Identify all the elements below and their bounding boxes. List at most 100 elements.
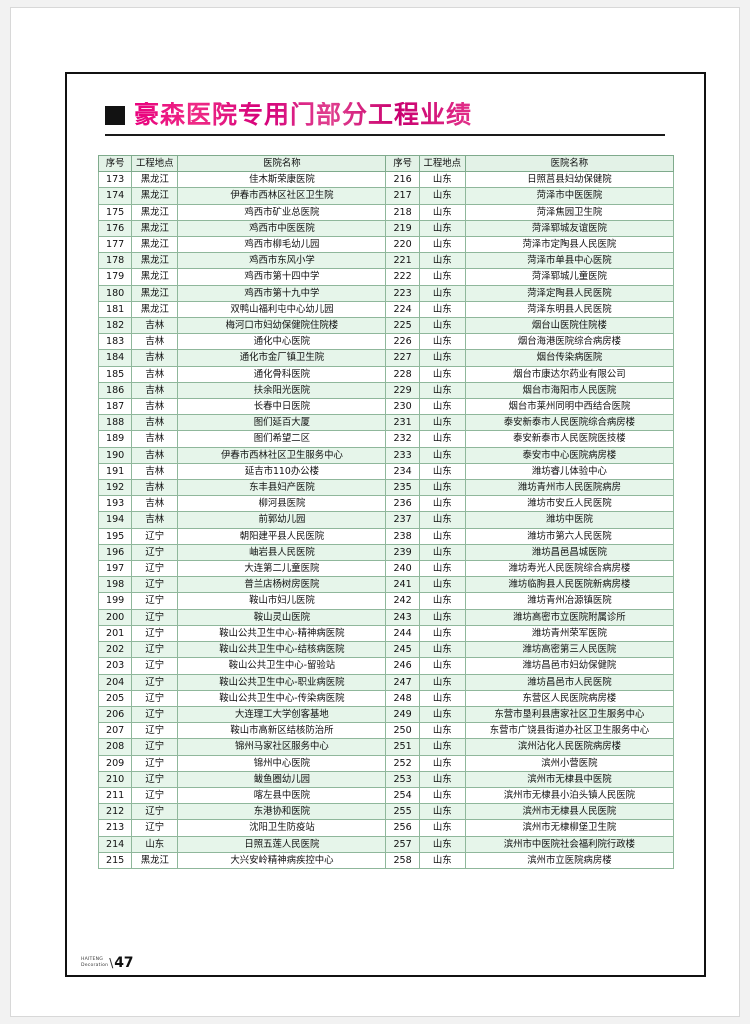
cell-hospital-left: 佳木斯荣康医院 xyxy=(177,171,387,189)
table-row: 211 辽宁 喀左县中医院 254 山东 滨州市无棣县小泊头镇人民医院 xyxy=(97,786,675,805)
cell-location-right: 山东 xyxy=(418,381,466,400)
cell-no-right: 242 xyxy=(385,592,420,610)
cell-no-right: 229 xyxy=(385,381,420,400)
cell-hospital-left: 鸡西市第十九中学 xyxy=(177,284,387,302)
cell-no-right: 230 xyxy=(385,398,420,416)
table-row: 196 辽宁 岫岩县人民医院 239 山东 潍坊昌邑昌城医院 xyxy=(97,543,675,562)
cell-hospital-left: 大连理工大学创客基地 xyxy=(177,705,387,724)
table-row: 209 辽宁 锦州中心医院 252 山东 滨州小营医院 xyxy=(97,754,675,772)
cell-no-right: 248 xyxy=(385,689,420,707)
cell-hospital-right: 烟台传染病医院 xyxy=(464,349,675,367)
table-row: 194 吉林 前郭幼儿园 237 山东 潍坊中医院 xyxy=(97,511,675,529)
cell-no-left: 202 xyxy=(97,641,133,659)
cell-location-right: 山东 xyxy=(418,284,466,302)
cell-location-left: 黑龙江 xyxy=(131,219,179,238)
cell-no-left: 209 xyxy=(97,754,133,772)
cell-hospital-right: 潍坊睿儿体验中心 xyxy=(464,462,675,481)
table-row: 180 黑龙江 鸡西市第十九中学 223 山东 菏泽定陶县人民医院 xyxy=(97,284,675,302)
table-row: 198 辽宁 普兰店杨树房医院 241 山东 潍坊临朐县人民医院新病房楼 xyxy=(97,576,675,594)
cell-location-left: 辽宁 xyxy=(131,624,179,643)
cell-location-right: 山东 xyxy=(418,349,466,367)
cell-no-right: 221 xyxy=(385,252,420,270)
table-row: 191 吉林 延吉市110办公楼 234 山东 潍坊睿儿体验中心 xyxy=(97,462,675,481)
table-row: 205 辽宁 鞍山公共卫生中心-传染病医院 248 山东 东营区人民医院病房楼 xyxy=(97,689,675,707)
cell-hospital-left: 鞍山公共卫生中心-精神病医院 xyxy=(177,624,387,643)
cell-hospital-right: 烟台市莱州同明中西结合医院 xyxy=(464,398,675,416)
page-footer: HAITENG Decoration \ 47 xyxy=(81,955,133,971)
cell-hospital-right: 东营市垦利县唐家社区卫生服务中心 xyxy=(464,705,675,724)
cell-hospital-left: 前郭幼儿园 xyxy=(177,511,387,529)
col-header-name-left: 医院名称 xyxy=(177,154,387,173)
table-row: 212 辽宁 东港协和医院 255 山东 滨州市无棣县人民医院 xyxy=(97,803,675,821)
cell-hospital-left: 朝阳建平县人民医院 xyxy=(177,527,387,545)
cell-hospital-left: 鸡西市第十四中学 xyxy=(177,268,387,286)
cell-location-left: 黑龙江 xyxy=(131,252,179,270)
cell-hospital-left: 扶余阳光医院 xyxy=(177,381,387,400)
cell-no-left: 183 xyxy=(97,333,133,351)
cell-hospital-left: 锦州中心医院 xyxy=(177,754,387,772)
cell-no-left: 193 xyxy=(97,495,133,513)
cell-no-left: 206 xyxy=(97,705,133,724)
cell-no-right: 231 xyxy=(385,414,420,432)
cell-location-left: 黑龙江 xyxy=(131,284,179,302)
cell-no-left: 191 xyxy=(97,462,133,481)
cell-hospital-right: 菏泽郓城儿童医院 xyxy=(464,268,675,286)
cell-no-right: 255 xyxy=(385,803,420,821)
cell-hospital-right: 烟台山医院住院楼 xyxy=(464,317,675,335)
cell-location-right: 山东 xyxy=(418,268,466,286)
cell-location-left: 辽宁 xyxy=(131,786,179,805)
cell-no-left: 180 xyxy=(97,284,133,302)
cell-location-left: 吉林 xyxy=(131,317,179,335)
cell-location-right: 山东 xyxy=(418,786,466,805)
cell-no-right: 238 xyxy=(385,527,420,545)
cell-location-left: 吉林 xyxy=(131,349,179,367)
cell-hospital-right: 潍坊昌邑市妇幼保健院 xyxy=(464,657,675,675)
cell-hospital-right: 菏泽东明县人民医院 xyxy=(464,300,675,319)
cell-hospital-left: 东港协和医院 xyxy=(177,803,387,821)
cell-no-left: 197 xyxy=(97,560,133,578)
cell-location-left: 辽宁 xyxy=(131,576,179,594)
cell-no-right: 247 xyxy=(385,673,420,691)
cell-hospital-left: 鞍山公共卫生中心-职业病医院 xyxy=(177,673,387,691)
table-row: 181 黑龙江 双鸭山福利屯中心幼儿园 224 山东 菏泽东明县人民医院 xyxy=(97,300,675,319)
cell-hospital-right: 菏泽市单县中心医院 xyxy=(464,252,675,270)
cell-no-left: 173 xyxy=(97,171,133,189)
cell-hospital-right: 滨州市无棣柳堡卫生院 xyxy=(464,819,675,837)
cell-location-right: 山东 xyxy=(418,608,466,626)
table-row: 197 辽宁 大连第二儿童医院 240 山东 潍坊寿光人民医院综合病房楼 xyxy=(97,560,675,578)
document-paper: 豪森医院专用门部分工程业绩 序号 工程地点 医院名称 序号 xyxy=(11,8,739,1016)
cell-no-right: 228 xyxy=(385,365,420,383)
cell-location-left: 辽宁 xyxy=(131,689,179,707)
table-row: 175 黑龙江 鸡西市矿业总医院 218 山东 菏泽焦园卫生院 xyxy=(97,203,675,221)
cell-hospital-right: 菏泽市定陶县人民医院 xyxy=(464,236,675,254)
table-row: 201 辽宁 鞍山公共卫生中心-精神病医院 244 山东 潍坊青州荣军医院 xyxy=(97,624,675,643)
cell-location-left: 辽宁 xyxy=(131,803,179,821)
cell-location-right: 山东 xyxy=(418,462,466,481)
page-title-row: 豪森医院专用门部分工程业绩 xyxy=(105,102,472,128)
cell-location-left: 辽宁 xyxy=(131,641,179,659)
brand-logo-line1: HAITENG xyxy=(81,957,104,962)
cell-no-left: 214 xyxy=(97,835,133,853)
cell-hospital-right: 泰安新泰市人民医院医技楼 xyxy=(464,430,675,448)
cell-hospital-left: 图们希望二区 xyxy=(177,430,387,448)
cell-location-right: 山东 xyxy=(418,495,466,513)
table-row: 200 辽宁 鞍山灵山医院 243 山东 潍坊高密市立医院附属诊所 xyxy=(97,608,675,626)
cell-no-left: 190 xyxy=(97,446,133,464)
cell-location-right: 山东 xyxy=(418,414,466,432)
table-row: 186 吉林 扶余阳光医院 229 山东 烟台市海阳市人民医院 xyxy=(97,381,675,400)
cell-hospital-right: 菏泽定陶县人民医院 xyxy=(464,284,675,302)
cell-location-right: 山东 xyxy=(418,689,466,707)
table-row: 213 辽宁 沈阳卫生防疫站 256 山东 滨州市无棣柳堡卫生院 xyxy=(97,819,675,837)
cell-no-left: 201 xyxy=(97,624,133,643)
cell-no-left: 186 xyxy=(97,381,133,400)
cell-hospital-right: 潍坊市安丘人民医院 xyxy=(464,495,675,513)
cell-location-left: 吉林 xyxy=(131,414,179,432)
cell-hospital-left: 鸡西市矿业总医院 xyxy=(177,203,387,221)
content-frame: 豪森医院专用门部分工程业绩 序号 工程地点 医院名称 序号 xyxy=(65,72,706,977)
cell-no-left: 210 xyxy=(97,770,133,788)
performance-table-wrap: 序号 工程地点 医院名称 序号 工程地点 医院名称 173 黑龙江 佳木斯荣康医院 2… xyxy=(97,154,675,869)
cell-hospital-left: 通化中心医院 xyxy=(177,333,387,351)
cell-no-left: 179 xyxy=(97,268,133,286)
cell-location-right: 山东 xyxy=(418,430,466,448)
table-row: 179 黑龙江 鸡西市第十四中学 222 山东 菏泽郓城儿童医院 xyxy=(97,268,675,286)
